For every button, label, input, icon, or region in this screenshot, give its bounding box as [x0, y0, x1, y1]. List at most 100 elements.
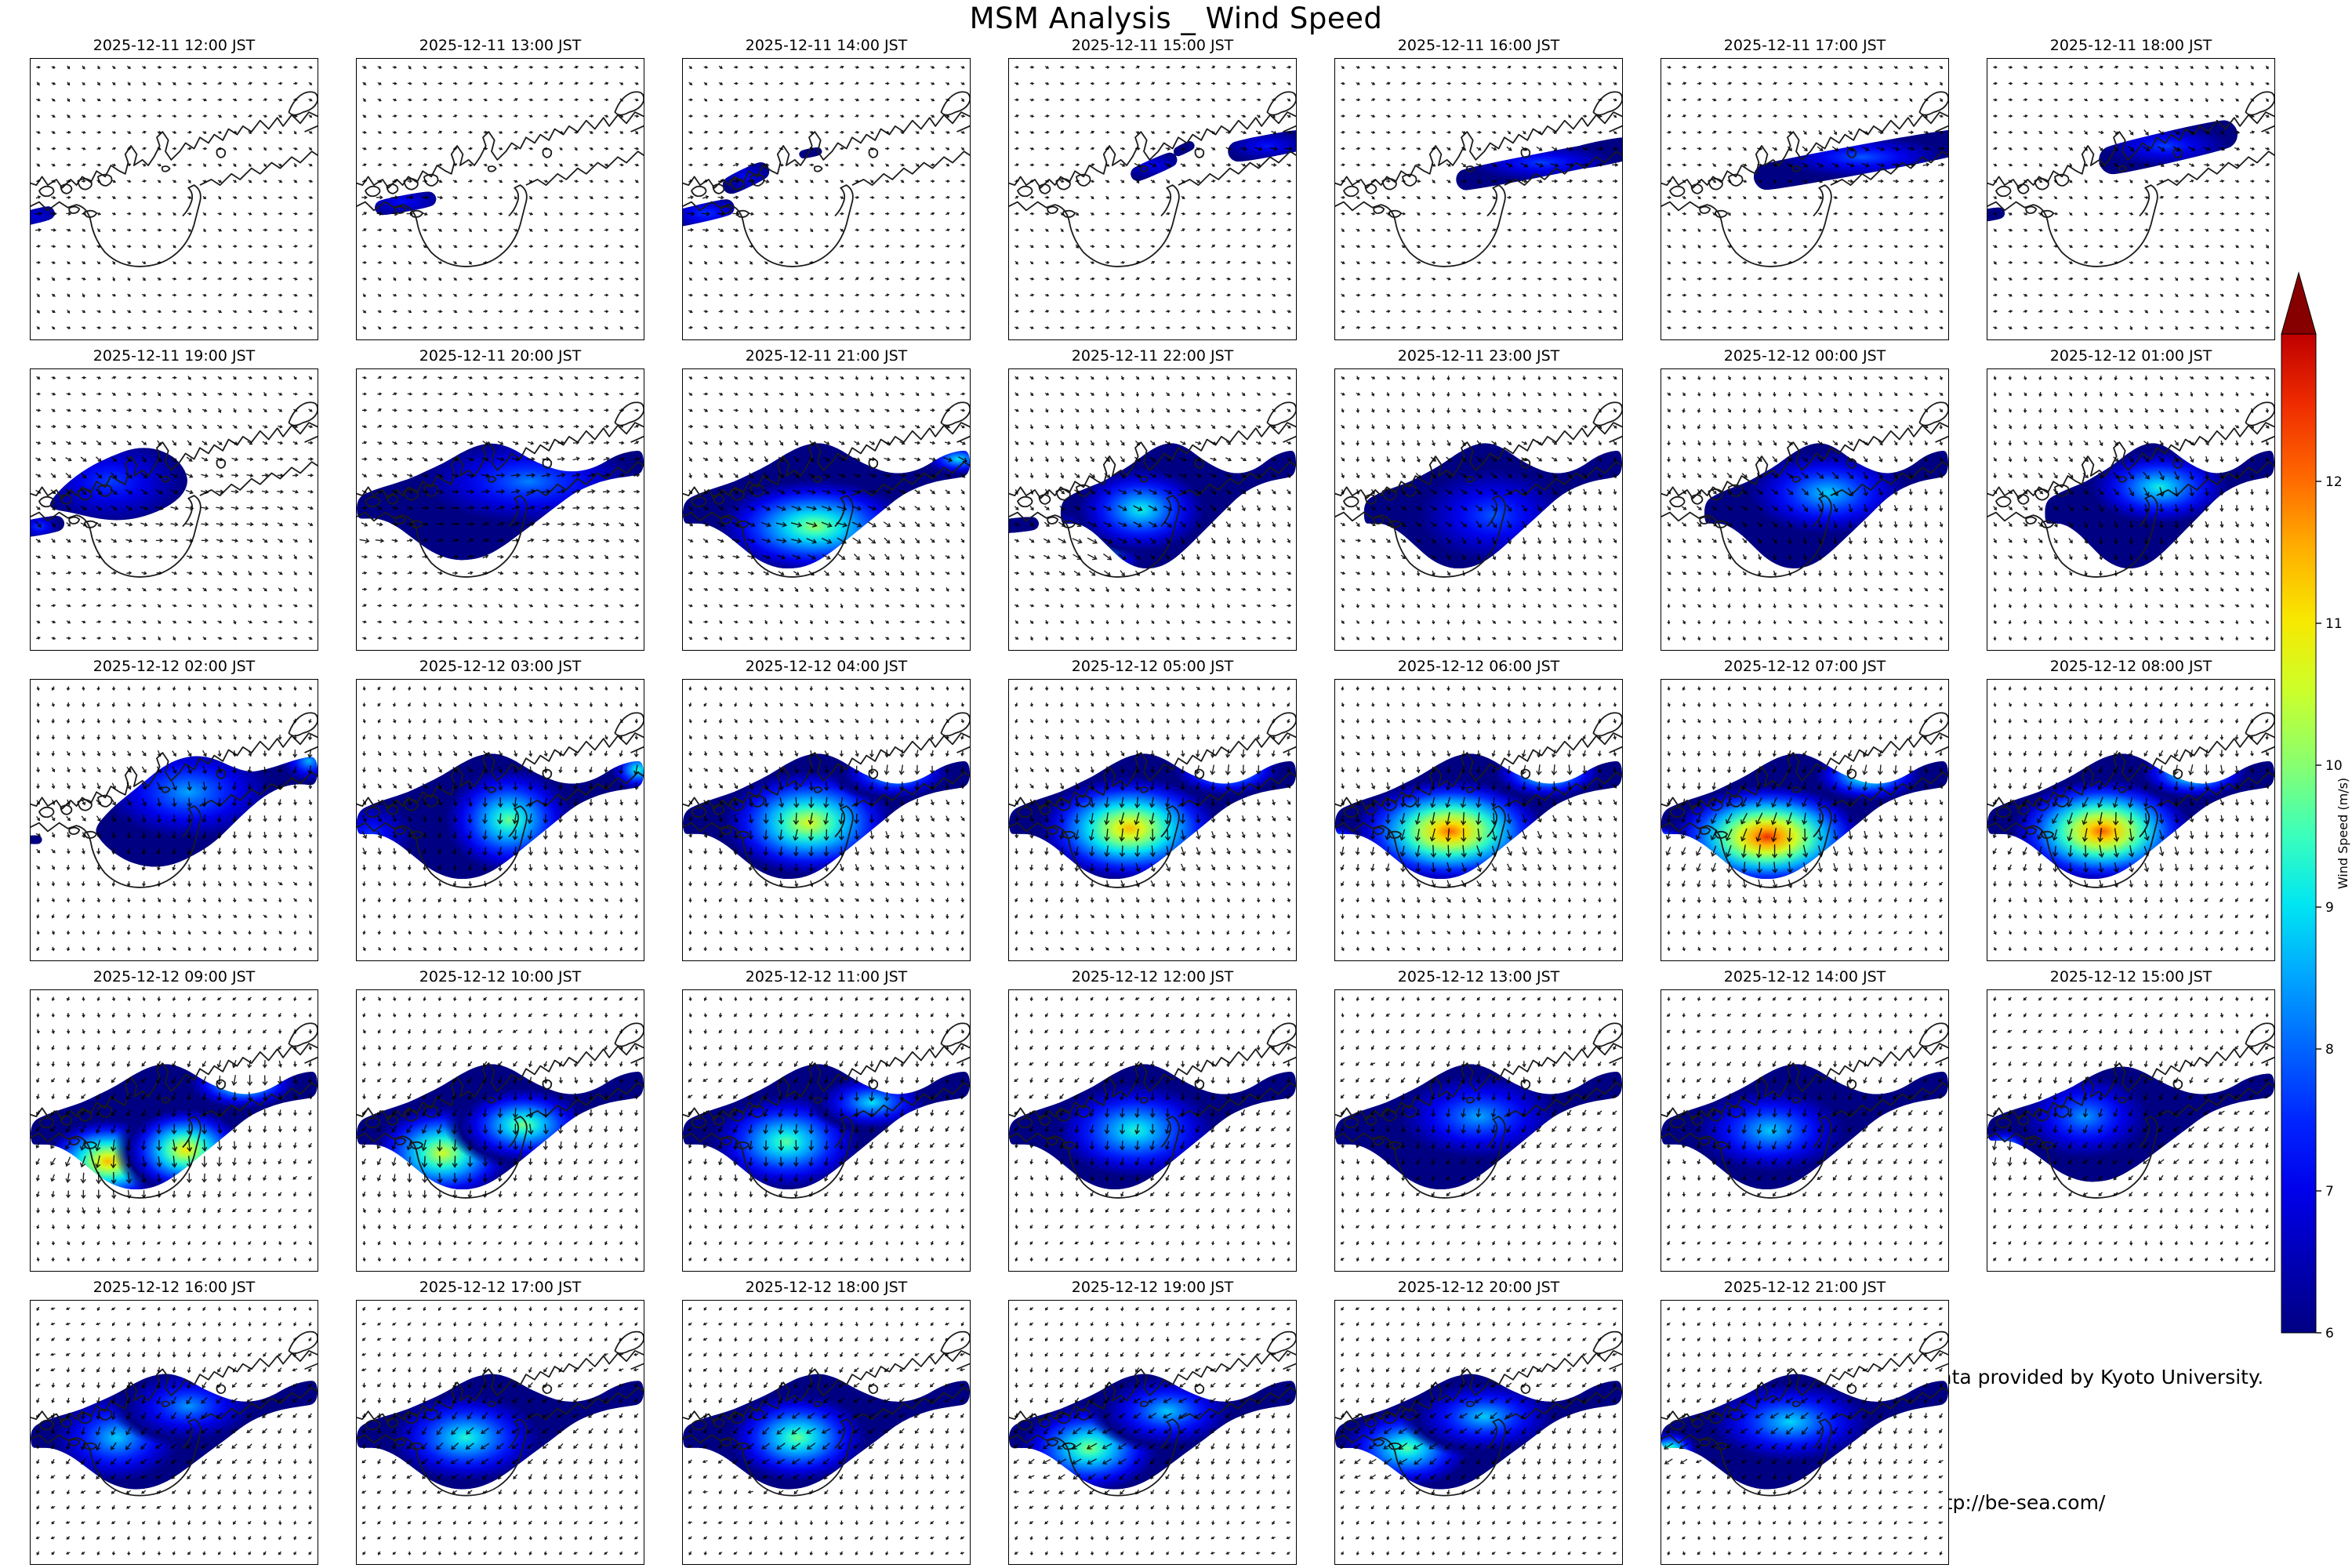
- map-panel: [1008, 1300, 1297, 1565]
- wind-arrows: [1339, 686, 1617, 952]
- panel-title: 2025-12-12 04:00 JST: [745, 658, 908, 675]
- panel-title: 2025-12-12 02:00 JST: [93, 658, 256, 675]
- wind-speed-fill: [375, 191, 437, 216]
- colorbar-gradient: [2281, 333, 2317, 1334]
- panel-title: 2025-12-12 03:00 JST: [419, 658, 582, 675]
- wind-arrows: [1667, 65, 1945, 330]
- colorbar-tick-label: 7: [2325, 1184, 2334, 1200]
- wind-arrows: [1014, 996, 1291, 1262]
- colorbar-label: Wind Speed (m/s): [2336, 778, 2350, 889]
- panel-title: 2025-12-12 15:00 JST: [2049, 968, 2212, 985]
- wind-arrows: [1666, 996, 1944, 1262]
- wind-arrows: [361, 1306, 639, 1556]
- coastline: [31, 91, 318, 267]
- map-panel: [1334, 368, 1623, 651]
- wind-arrows: [359, 376, 641, 641]
- map-panel: [1334, 989, 1623, 1272]
- panel-title: 2025-12-11 17:00 JST: [1723, 37, 1886, 54]
- coastline: [1661, 401, 1948, 578]
- wind-arrows: [34, 65, 314, 330]
- map-panel: [1987, 989, 2275, 1272]
- wind-arrows: [687, 996, 965, 1262]
- panel-title: 2025-12-12 13:00 JST: [1397, 968, 1560, 985]
- map-panel: [30, 1300, 318, 1565]
- colorbar-extend-arrow-icon: [2281, 271, 2317, 335]
- wind-speed-fill: [1335, 1374, 1622, 1490]
- map-panel: [1661, 679, 1949, 961]
- wind-arrows: [1013, 1306, 1291, 1556]
- attribution-text: Data provided by Kyoto University.: [1925, 1366, 2264, 1388]
- coastline: [1661, 712, 1948, 888]
- panel-title: 2025-12-12 07:00 JST: [1723, 658, 1886, 675]
- map-panel: [1661, 58, 1949, 340]
- figure-title: MSM Analysis _ Wind Speed: [969, 2, 1383, 35]
- colorbar-tick-label: 9: [2325, 900, 2334, 916]
- coastline: [357, 1330, 644, 1497]
- map-panel: [1661, 1300, 1949, 1565]
- wind-speed-fill: [31, 206, 55, 226]
- panel-title: 2025-12-12 17:00 JST: [419, 1279, 582, 1296]
- coastline: [1009, 712, 1296, 888]
- map-panel: [1008, 58, 1297, 340]
- panel-title: 2025-12-11 14:00 JST: [745, 37, 908, 54]
- panel-title: 2025-12-12 21:00 JST: [1723, 1279, 1886, 1296]
- map-panel: [30, 989, 318, 1272]
- colorbar-svg: 12 11 10 9 8 7 6 Wind Speed (m/s): [2281, 271, 2350, 1341]
- coastline: [683, 401, 970, 578]
- coastline: [357, 401, 644, 578]
- panel-title: 2025-12-11 13:00 JST: [419, 37, 582, 54]
- map-panel: [1008, 989, 1297, 1272]
- panel-title: 2025-12-12 18:00 JST: [745, 1279, 908, 1296]
- wind-speed-fill: [683, 443, 970, 569]
- map-panel: [1334, 58, 1623, 340]
- coastline: [1987, 1022, 2274, 1199]
- source-url-text: http://be-sea.com/: [1925, 1491, 2106, 1514]
- panel-title: 2025-12-12 11:00 JST: [745, 968, 908, 985]
- coastline: [31, 1330, 318, 1497]
- coastline: [31, 401, 318, 578]
- wind-arrows: [34, 1306, 313, 1556]
- map-panel: [682, 679, 971, 961]
- panel-title: 2025-12-11 18:00 JST: [2049, 37, 2212, 54]
- wind-arrows: [1664, 1306, 1944, 1556]
- colorbar-tick-label: 8: [2325, 1042, 2334, 1058]
- map-panel: [682, 989, 971, 1272]
- coastline: [1335, 712, 1622, 888]
- wind-arrows: [1992, 686, 2270, 952]
- panel-title: 2025-12-11 20:00 JST: [419, 347, 582, 365]
- coastline: [1009, 401, 1296, 578]
- panel-title: 2025-12-12 14:00 JST: [1723, 968, 1886, 985]
- coastline: [1335, 401, 1622, 578]
- wind-arrows: [1993, 65, 2270, 331]
- map-panel: [682, 368, 971, 651]
- wind-speed-fill: [1009, 1374, 1296, 1490]
- colorbar: 12 11 10 9 8 7 6 Wind Speed (m/s): [2270, 267, 2352, 1356]
- panel-title: 2025-12-12 08:00 JST: [2049, 658, 2212, 675]
- coastline: [357, 91, 644, 267]
- colorbar-tick-label: 11: [2325, 616, 2343, 632]
- wind-arrows: [35, 686, 314, 952]
- wind-arrows: [1340, 996, 1617, 1262]
- coastline: [1987, 91, 2274, 267]
- panel-title: 2025-12-12 20:00 JST: [1397, 1279, 1560, 1296]
- coastline: [683, 91, 970, 267]
- coastline: [1009, 1022, 1296, 1199]
- map-panel: [1661, 368, 1949, 651]
- map-panel: [30, 679, 318, 961]
- wind-arrows: [1014, 686, 1291, 952]
- panel-title: 2025-12-11 16:00 JST: [1397, 37, 1560, 54]
- wind-arrows: [361, 686, 640, 952]
- coastline: [1335, 1330, 1622, 1497]
- coastline: [1987, 401, 2274, 578]
- panel-title: 2025-12-12 19:00 JST: [1071, 1279, 1234, 1296]
- panel-title: 2025-12-12 16:00 JST: [93, 1279, 256, 1296]
- wind-arrows: [688, 376, 968, 641]
- wind-arrows: [1665, 686, 1944, 952]
- wind-arrows: [688, 686, 965, 952]
- panel-title: 2025-12-12 06:00 JST: [1397, 658, 1560, 675]
- colorbar-tick-label: 10: [2325, 758, 2343, 774]
- panel-title: 2025-12-11 15:00 JST: [1071, 37, 1234, 54]
- panel-title: 2025-12-12 05:00 JST: [1071, 658, 1234, 675]
- wind-speed-fill: [683, 147, 822, 227]
- wind-arrows: [1340, 376, 1618, 641]
